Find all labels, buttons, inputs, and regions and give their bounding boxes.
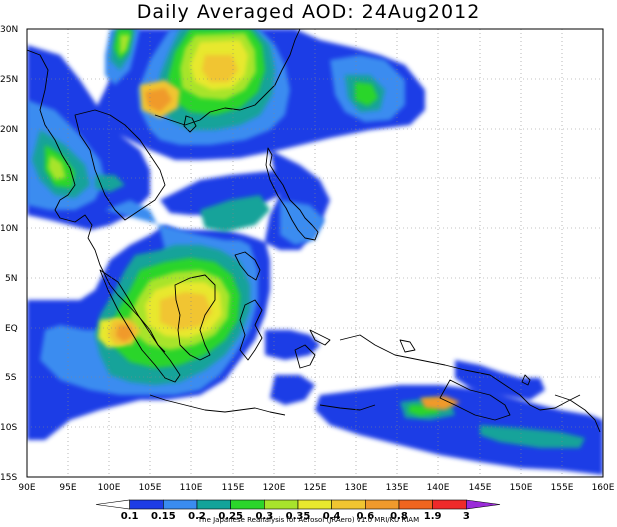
lon-tick-label: 115E: [222, 483, 245, 493]
lon-tick-label: 125E: [304, 483, 327, 493]
lon-tick-label: 120E: [263, 483, 286, 493]
colorbar-swatch: [196, 499, 231, 510]
lat-tick-label: 20N: [0, 125, 18, 135]
colorbar-label: 1.9: [424, 511, 442, 522]
colorbar-label: 0.2: [188, 511, 206, 522]
colorbar-label: 0.4: [323, 511, 341, 522]
colorbar-swatch: [398, 499, 433, 510]
colorbar-label: 0.1: [121, 511, 139, 522]
colorbar-label: 0.25: [218, 511, 243, 522]
colorbar-label: 0.8: [390, 511, 408, 522]
lon-tick-label: 160E: [592, 483, 615, 493]
colorbar-swatch: [129, 499, 164, 510]
lon-tick-label: 150E: [510, 483, 533, 493]
credit-text: The Japanese Reanalysis for Aerosol (JRA…: [197, 516, 420, 524]
lat-tick-label: 25N: [0, 75, 18, 85]
lat-tick-label: 10S: [0, 423, 17, 433]
colorbar-swatch: [365, 499, 400, 510]
aod-layer-0-8: [116, 88, 460, 410]
aod-contours: [27, 29, 603, 477]
lat-tick-label: 15S: [0, 473, 17, 483]
lat-tick-label: EQ: [5, 324, 18, 334]
lon-tick-label: 100E: [98, 483, 121, 493]
lon-tick-label: 90E: [18, 483, 35, 493]
lon-tick-label: 110E: [180, 483, 203, 493]
colorbar-swatch: [297, 499, 332, 510]
lon-tick-label: 140E: [427, 483, 450, 493]
lat-tick-label: 5S: [5, 373, 17, 383]
colorbar-label: 0.15: [151, 511, 176, 522]
colorbar-swatch: [95, 499, 130, 510]
colorbar-label: 3: [463, 511, 470, 522]
colorbar-swatch: [230, 499, 265, 510]
colorbar-swatch: [163, 499, 198, 510]
colorbar-swatch: [264, 499, 299, 510]
lon-tick-label: 105E: [139, 483, 162, 493]
lon-tick-label: 135E: [386, 483, 409, 493]
colorbar-swatch: [331, 499, 366, 510]
map-title: Daily Averaged AOD: 24Aug2012: [136, 1, 481, 23]
colorbar-label: 0.3: [255, 511, 273, 522]
colorbar-swatch: [466, 499, 501, 510]
aod-layer-0-6: [108, 55, 238, 345]
colorbar-label: 0.6: [356, 511, 374, 522]
colorbar-swatch: [432, 499, 467, 510]
lon-tick-label: 155E: [551, 483, 574, 493]
lat-tick-label: 10N: [0, 224, 18, 234]
lat-tick-label: 5N: [5, 274, 17, 284]
lon-tick-label: 145E: [469, 483, 492, 493]
lat-axis: 30N 25N 20N 15N 10N 5N EQ 5S 10S 15S: [0, 25, 18, 483]
lon-axis: 90E 95E 100E 105E 110E 115E 120E 125E 13…: [18, 483, 614, 493]
lat-tick-label: 30N: [0, 25, 18, 35]
lat-tick-label: 15N: [0, 174, 18, 184]
coastlines: [27, 29, 601, 433]
colorbar: 0.1 0.15 0.2 0.25 0.3 0.35 0.4 0.6 0.8 1.9 3: [95, 499, 501, 522]
colorbar-label: 0.35: [286, 511, 311, 522]
grid-lines: [27, 29, 603, 477]
lon-tick-label: 95E: [59, 483, 76, 493]
lon-tick-label: 130E: [345, 483, 368, 493]
plot-frame: [26, 28, 604, 478]
